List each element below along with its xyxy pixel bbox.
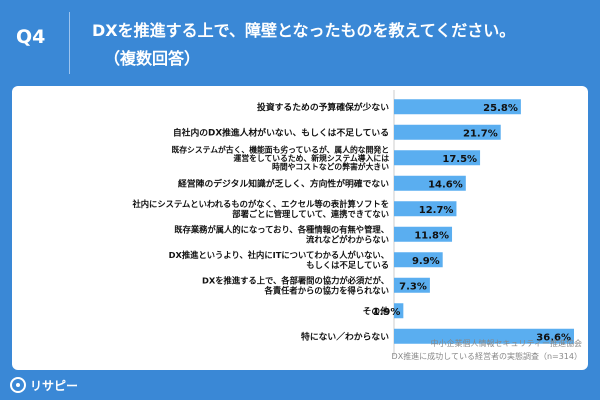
value-label-0: 25.8% bbox=[483, 103, 518, 114]
bar-5 bbox=[394, 226, 453, 242]
category-label-6-line-1: もしくは不足している bbox=[306, 260, 389, 270]
category-label-4-line-0: 社内にシステムといわれるものがなく、エクセル等の表計算ソフトを bbox=[131, 199, 389, 209]
value-label-7: 7.3% bbox=[399, 281, 427, 292]
chart-marks: 25.8% 投資するための予算確保が少ない 21.7% 自社内のDX推進人材がいない、… bbox=[131, 99, 574, 344]
brand-logo: リサピー bbox=[10, 376, 78, 394]
source-line-1: 中小企業個人情報セキュリティー推進協会 bbox=[430, 338, 582, 348]
category-label-5-line-1: 流れなどがわからない bbox=[306, 234, 389, 244]
value-label-2: 17.5% bbox=[442, 154, 477, 165]
bar-6 bbox=[394, 252, 443, 268]
bar-4 bbox=[394, 201, 457, 217]
value-label-4: 12.7% bbox=[419, 205, 454, 216]
brand-name: リサピー bbox=[30, 378, 79, 393]
chart-panel: 25.8% 投資するための予算確保が少ない 21.7% 自社内のDX推進人材がいない、… bbox=[12, 86, 588, 370]
category-label-1: 自社内のDX推進人材がいない、もしくは不足している bbox=[173, 126, 389, 138]
category-label-8: その他 bbox=[363, 305, 390, 317]
value-label-8: 1.9% bbox=[373, 307, 401, 318]
bar-8 bbox=[394, 303, 404, 319]
header-divider bbox=[69, 12, 70, 74]
source-line-2: DX推進に成功している経営者の実態調査（n=314） bbox=[392, 351, 582, 361]
category-label-2-line-2: 時間やコストなどの弊害が大きい bbox=[272, 161, 389, 171]
category-label-3: 経営陣のデジタル知識が乏しく、方向性が明確でない bbox=[178, 177, 389, 189]
bar-9 bbox=[394, 328, 574, 344]
value-label-1: 21.7% bbox=[463, 128, 498, 139]
value-label-3: 14.6% bbox=[428, 179, 463, 190]
bar-7 bbox=[394, 277, 430, 293]
risapy-logo-icon bbox=[10, 377, 26, 393]
category-label-4-line-1: 部署ごとに管理していて、連携できてない bbox=[232, 209, 389, 219]
value-label-6: 9.9% bbox=[412, 256, 440, 267]
category-label-2-line-0: 既存システムが古く、機能面も劣っているが、属人的な開発と bbox=[171, 144, 389, 154]
bar-3 bbox=[394, 175, 466, 191]
category-label-6-line-0: DX推進というより、社内にITについてわかる人がいない、 bbox=[169, 250, 389, 260]
value-label-5: 11.8% bbox=[414, 230, 449, 241]
category-label-5-line-0: 既存業務が属人的になっており、各種情報の有無や管理、 bbox=[174, 224, 389, 234]
category-label-9: 特にない／わからない bbox=[301, 330, 389, 342]
bar-0 bbox=[394, 99, 521, 115]
question-number: Q4 bbox=[16, 26, 46, 48]
category-label-7-line-0: DXを推進する上で、各部署間の協力が必須だが、 bbox=[202, 275, 389, 285]
question-subtitle: （複数回答） bbox=[104, 49, 201, 68]
bar-2 bbox=[394, 150, 481, 166]
value-label-9: 36.6% bbox=[536, 332, 571, 343]
category-label-7-line-1: 各責任者からの協力を得られない bbox=[264, 285, 389, 295]
bar-chart: 25.8% 投資するための予算確保が少ない 21.7% 自社内のDX推進人材がいない、… bbox=[131, 90, 582, 361]
category-label-0: 投資するための予算確保が少ない bbox=[257, 101, 389, 113]
header: Q4 DXを推進する上で、障壁となったものを教えてください。 （複数回答） bbox=[0, 0, 600, 86]
question-title: DXを推進する上で、障壁となったものを教えてください。 bbox=[92, 21, 516, 40]
bar-1 bbox=[394, 124, 501, 140]
category-label-2-line-1: 運営をしているため、新規システム導入には bbox=[234, 153, 390, 163]
